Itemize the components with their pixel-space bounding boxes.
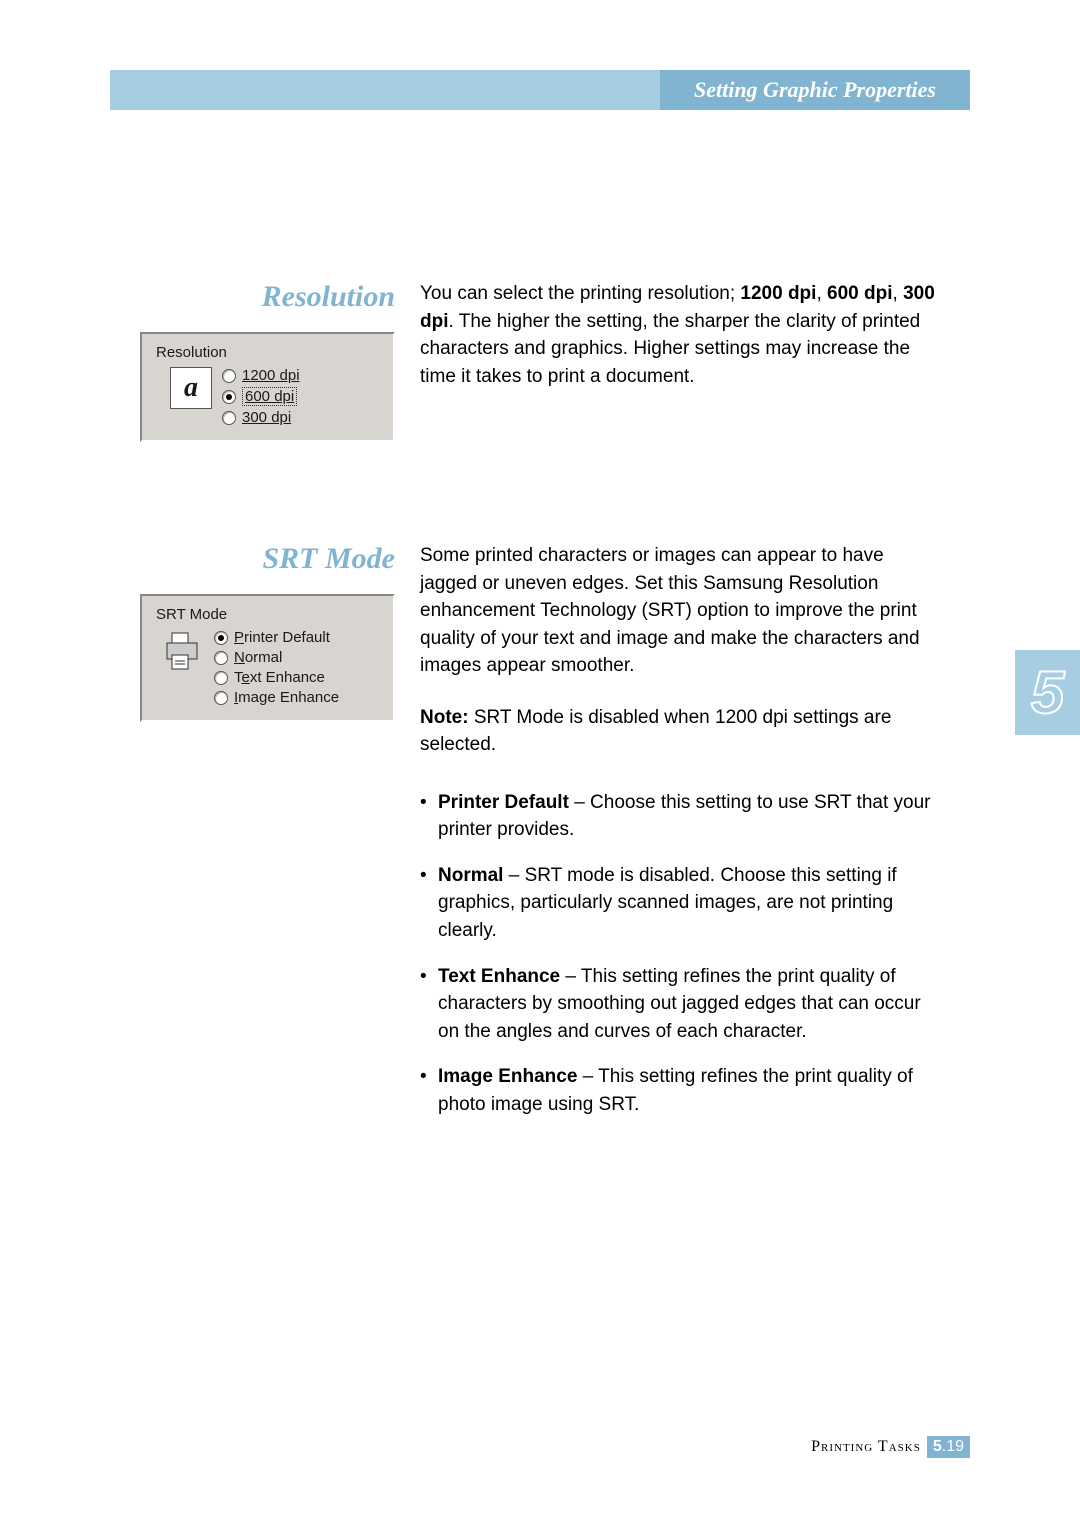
chapter-number: 5 <box>1031 658 1064 727</box>
chapter-tab: 5 <box>1015 650 1080 735</box>
resolution-section: Resolution Resolution a 1200 dpi 600 dpi <box>140 280 940 442</box>
printer-icon <box>162 629 204 677</box>
bullet-printer-default: • Printer Default – Choose this setting … <box>420 789 940 844</box>
radio-icon <box>214 631 228 645</box>
srt-panel-title: SRT Mode <box>156 606 379 623</box>
radio-icon <box>214 691 228 705</box>
srt-heading: SRT Mode <box>140 542 395 576</box>
radio-label: 1200 dpi <box>242 367 300 384</box>
resolution-panel: Resolution a 1200 dpi 600 dpi <box>140 332 395 442</box>
radio-600dpi[interactable]: 600 dpi <box>222 387 300 406</box>
page-number-box: 5.19 <box>927 1436 970 1458</box>
radio-label: Printer Default <box>234 629 330 646</box>
radio-normal[interactable]: Normal <box>214 649 339 666</box>
radio-icon <box>214 671 228 685</box>
radio-icon <box>222 369 236 383</box>
radio-icon <box>214 651 228 665</box>
srt-note: Note: SRT Mode is disabled when 1200 dpi… <box>420 704 940 759</box>
footer-section: Printing Tasks <box>811 1438 921 1456</box>
radio-text-enhance[interactable]: Text Enhance <box>214 669 339 686</box>
srt-body: Some printed characters or images can ap… <box>420 542 940 680</box>
radio-label: 300 dpi <box>242 409 291 426</box>
radio-image-enhance[interactable]: Image Enhance <box>214 689 339 706</box>
srt-section: SRT Mode SRT Mode <box>140 542 940 1136</box>
radio-label: 600 dpi <box>245 388 294 405</box>
bullet-image-enhance: • Image Enhance – This setting refines t… <box>420 1063 940 1118</box>
header-bar: Setting Graphic Properties <box>110 70 970 110</box>
radio-label: Image Enhance <box>234 689 339 706</box>
header-band-left <box>110 70 660 110</box>
radio-1200dpi[interactable]: 1200 dpi <box>222 367 300 384</box>
radio-label: Text Enhance <box>234 669 325 686</box>
radio-printer-default[interactable]: Printer Default <box>214 629 339 646</box>
bullet-normal: • Normal – SRT mode is disabled. Choose … <box>420 862 940 945</box>
radio-icon <box>222 411 236 425</box>
resolution-panel-title: Resolution <box>156 344 379 361</box>
radio-label: Normal <box>234 649 282 666</box>
letter-a-icon: a <box>170 367 212 409</box>
header-title: Setting Graphic Properties <box>660 70 970 110</box>
resolution-body: You can select the printing resolution; … <box>420 280 940 390</box>
resolution-heading: Resolution <box>140 280 395 314</box>
radio-icon <box>222 390 236 404</box>
page-footer: Printing Tasks 5.19 <box>811 1436 970 1458</box>
srt-bullets: • Printer Default – Choose this setting … <box>420 789 940 1118</box>
srt-panel: SRT Mode Printe <box>140 594 395 722</box>
bullet-text-enhance: • Text Enhance – This setting refines th… <box>420 963 940 1046</box>
radio-300dpi[interactable]: 300 dpi <box>222 409 300 426</box>
